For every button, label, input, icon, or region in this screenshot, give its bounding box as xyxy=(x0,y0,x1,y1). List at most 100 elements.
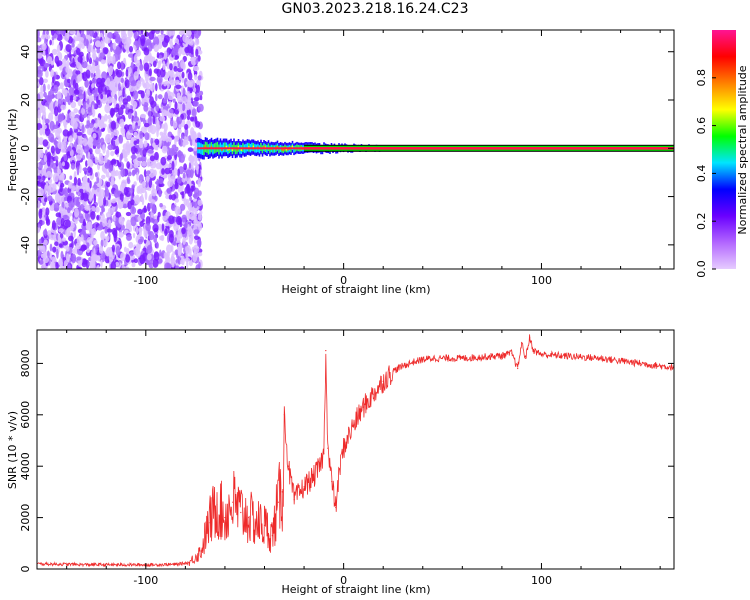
noise-cell xyxy=(59,82,64,90)
noise-cell xyxy=(182,87,186,98)
noise-cell xyxy=(173,135,180,143)
noise-cell xyxy=(80,244,86,252)
noise-cell xyxy=(106,181,111,188)
noise-cell xyxy=(68,181,73,189)
noise-cell xyxy=(174,182,179,190)
noise-cell xyxy=(115,36,122,44)
noise-cell xyxy=(57,141,63,150)
noise-cell xyxy=(145,175,150,183)
noise-cell xyxy=(67,226,74,232)
noise-cell xyxy=(74,207,79,218)
noise-cell xyxy=(106,228,113,233)
spectrogram-x-tick-label: -100 xyxy=(133,274,158,287)
noise-cell xyxy=(75,242,82,250)
noise-cell xyxy=(125,130,132,140)
noise-cell xyxy=(188,162,192,169)
noise-cell xyxy=(89,148,93,155)
noise-cell xyxy=(146,170,151,175)
noise-cell xyxy=(108,164,113,173)
noise-cell xyxy=(111,55,116,65)
noise-cell xyxy=(37,181,44,187)
noise-cell xyxy=(133,104,136,113)
noise-cell xyxy=(83,144,90,154)
noise-cell xyxy=(161,168,165,175)
noise-cell xyxy=(158,178,164,185)
snr-point xyxy=(422,359,424,361)
noise-cell xyxy=(39,244,44,250)
noise-cell xyxy=(42,83,46,93)
signal-inner xyxy=(278,145,280,154)
noise-cell xyxy=(184,123,189,130)
noise-cell xyxy=(42,168,46,174)
noise-cell xyxy=(115,245,121,256)
noise-cell xyxy=(46,30,49,36)
noise-cell xyxy=(185,102,191,111)
noise-cell xyxy=(176,116,182,125)
noise-cell xyxy=(173,66,178,72)
noise-cell xyxy=(79,164,82,174)
noise-cell xyxy=(160,33,165,42)
noise-cell xyxy=(183,222,188,229)
noise-cell xyxy=(125,254,131,263)
noise-cell xyxy=(163,50,168,60)
noise-cell xyxy=(81,124,85,134)
noise-cell xyxy=(114,220,118,227)
noise-cell xyxy=(195,264,201,269)
snr-point xyxy=(352,424,355,426)
noise-cell xyxy=(51,220,56,230)
noise-cell xyxy=(181,191,185,199)
noise-cell xyxy=(81,181,86,188)
noise-cell xyxy=(87,177,90,184)
snr-point xyxy=(293,499,295,501)
noise-cell xyxy=(45,70,49,78)
noise-cell xyxy=(178,47,182,57)
noise-cell xyxy=(168,233,175,243)
snr-x-axis-title: Height of straight line (km) xyxy=(281,583,430,596)
noise-cell xyxy=(111,198,117,204)
noise-cell xyxy=(178,155,182,163)
noise-cell xyxy=(98,155,104,165)
snr-x-tick-label: -100 xyxy=(133,574,158,587)
snr-point xyxy=(277,501,279,503)
snr-point xyxy=(639,362,642,364)
noise-cell xyxy=(145,89,150,98)
spectrogram-panel: -100 0 100 -40 -20 0 20 40 Height of straight l… xyxy=(6,29,675,296)
noise-cell xyxy=(118,199,122,205)
noise-cell xyxy=(122,143,129,151)
noise-cell xyxy=(136,138,140,145)
noise-cell xyxy=(85,64,92,71)
noise-cell xyxy=(131,184,135,189)
noise-cell xyxy=(196,221,201,228)
noise-cell xyxy=(120,167,126,178)
noise-cell xyxy=(56,217,63,226)
noise-cell xyxy=(159,67,166,78)
snr-x-tick-label: 0 xyxy=(340,574,347,587)
noise-cell xyxy=(159,223,163,233)
signal-inner xyxy=(246,142,249,152)
noise-cell xyxy=(86,30,90,36)
noise-cell xyxy=(176,215,182,226)
noise-cell xyxy=(194,239,198,244)
noise-cell xyxy=(187,30,192,38)
noise-cell xyxy=(152,115,156,125)
noise-cell xyxy=(162,98,168,104)
snr-point xyxy=(335,506,337,508)
noise-cell xyxy=(130,61,134,68)
noise-cell xyxy=(187,147,194,153)
noise-cell xyxy=(163,110,170,117)
noise-cell xyxy=(86,248,90,253)
noise-cell xyxy=(86,98,90,105)
noise-cell xyxy=(148,55,154,63)
noise-cell xyxy=(50,69,55,78)
noise-cell xyxy=(87,114,91,122)
spectrogram-y-axis-title: Frequency (Hz) xyxy=(6,109,19,192)
noise-cell xyxy=(100,93,104,100)
noise-cell xyxy=(106,97,110,108)
noise-cell xyxy=(102,47,109,55)
noise-cell xyxy=(168,215,175,225)
snr-point xyxy=(525,357,527,359)
noise-cell xyxy=(53,32,57,39)
noise-cell xyxy=(118,82,121,91)
noise-cell xyxy=(130,154,137,160)
